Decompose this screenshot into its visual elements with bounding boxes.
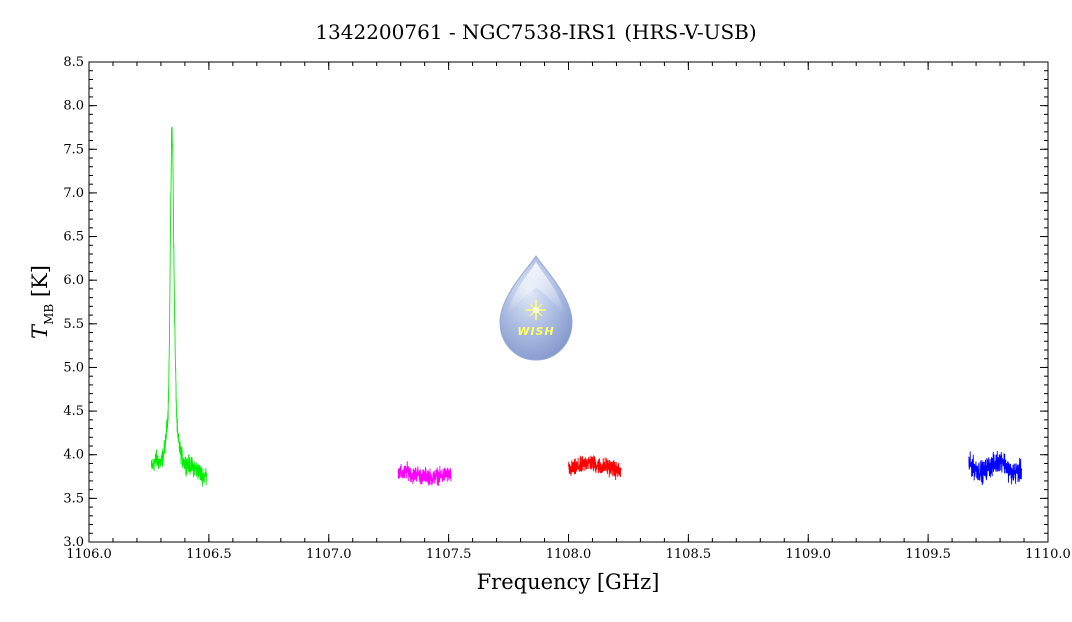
star-icon xyxy=(526,300,546,320)
y-tick-label: 8.0 xyxy=(63,99,84,114)
wish-logo: WISH xyxy=(499,255,573,361)
y-tick-label: 6.5 xyxy=(63,230,84,245)
y-tick-label: 7.0 xyxy=(63,186,84,201)
y-tick-label: 3.5 xyxy=(63,491,84,506)
y-tick-label: 8.5 xyxy=(63,55,84,70)
logo-text: WISH xyxy=(517,325,554,338)
y-axis-subscript: MB xyxy=(42,304,56,325)
y-tick-label: 5.0 xyxy=(63,360,84,375)
x-tick-label: 1109.5 xyxy=(905,547,951,562)
y-tick-label: 7.5 xyxy=(63,142,84,157)
y-tick-label: 4.0 xyxy=(63,448,84,463)
chart-title: 1342200761 - NGC7538-IRS1 (HRS-V-USB) xyxy=(315,20,756,44)
x-tick-label: 1107.5 xyxy=(426,547,472,562)
spectrum-series-1 xyxy=(150,126,207,487)
y-tick-label: 6.0 xyxy=(63,273,84,288)
x-tick-label: 1106.0 xyxy=(66,547,112,562)
plot-border xyxy=(88,61,1049,543)
x-tick-label: 1109.0 xyxy=(786,547,832,562)
y-tick-label: 5.5 xyxy=(63,317,84,332)
x-tick-label: 1110.0 xyxy=(1025,547,1071,562)
y-axis-symbol: T xyxy=(28,323,52,339)
spectrum-series-2 xyxy=(397,461,452,486)
x-tick-labels: 1106.0 1106.5 1107.0 1107.5 1108.0 1108.5 1109… xyxy=(66,547,1071,562)
y-tick-label: 3.0 xyxy=(63,535,84,550)
y-tick-label: 4.5 xyxy=(63,404,84,419)
ticks xyxy=(88,61,1049,543)
x-tick-label: 1106.5 xyxy=(186,547,232,562)
spectrum-series-4 xyxy=(968,451,1023,486)
y-tick-labels: 3.0 3.5 4.0 4.5 5.0 5.5 6.0 6.5 7.0 7.5 8.0 8.5 xyxy=(63,55,84,550)
x-tick-label: 1107.0 xyxy=(306,547,352,562)
spectrum-series-3 xyxy=(568,455,622,480)
y-axis-unit: [K] xyxy=(28,265,52,304)
y-axis-title: TMB [K] xyxy=(28,265,56,339)
drop-highlight xyxy=(508,262,564,314)
series-layer xyxy=(150,126,1023,487)
x-axis-title: Frequency [GHz] xyxy=(477,570,660,594)
plot-frame xyxy=(88,61,1049,543)
x-tick-label: 1108.5 xyxy=(666,547,712,562)
x-tick-label: 1108.0 xyxy=(546,547,592,562)
